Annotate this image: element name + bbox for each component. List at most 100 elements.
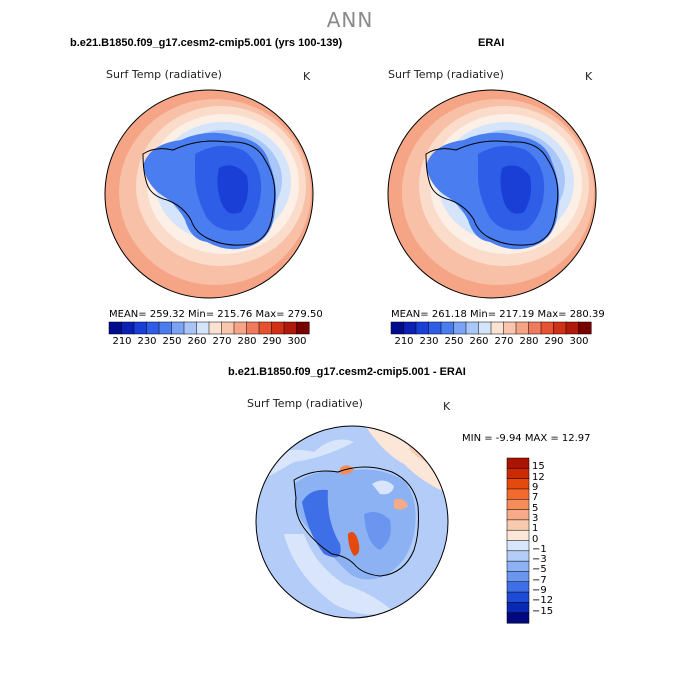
difference-colorbar-swatch bbox=[506, 560, 530, 572]
difference-colorbar-swatch bbox=[506, 509, 530, 521]
left-colorbar-swatch bbox=[233, 321, 248, 335]
right-colorbar-tick-label: 280 bbox=[519, 336, 539, 347]
right-colorbar bbox=[390, 321, 592, 335]
right-colorbar-swatch bbox=[428, 321, 442, 335]
left-colorbar-swatch bbox=[271, 321, 285, 335]
left-colorbar-swatch bbox=[171, 321, 185, 335]
difference-colorbar-tick-label: −12 bbox=[532, 595, 554, 607]
difference-colorbar-tick-label: −9 bbox=[532, 585, 547, 597]
diff-panel-units-label: K bbox=[443, 400, 451, 413]
left-colorbar-tick-label: 210 bbox=[112, 336, 132, 347]
difference-colorbar-swatch bbox=[506, 478, 530, 490]
difference-colorbar-swatch bbox=[506, 550, 530, 562]
difference-colorbar-tick-label: −1 bbox=[532, 543, 547, 555]
diff-panel-case-title: b.e21.B1850.f09_g17.cesm2-cmip5.001 - ER… bbox=[228, 366, 466, 378]
left-colorbar-swatch bbox=[196, 321, 210, 335]
left-colorbar-swatch bbox=[146, 321, 160, 335]
difference-colorbar-tick-label: 15 bbox=[532, 461, 545, 473]
right-colorbar-swatch bbox=[465, 321, 480, 335]
left-colorbar bbox=[108, 321, 310, 335]
right-colorbar-swatch bbox=[565, 321, 580, 335]
difference-colorbar-tick-label: 12 bbox=[532, 471, 545, 483]
left-colorbar-swatch bbox=[221, 321, 235, 335]
right-colorbar-swatch bbox=[403, 321, 417, 335]
difference-colorbar bbox=[506, 457, 530, 624]
difference-colorbar-swatch bbox=[506, 602, 530, 614]
difference-colorbar-swatch bbox=[506, 519, 530, 531]
left-panel-case-title: b.e21.B1850.f09_g17.cesm2-cmip5.001 (yrs… bbox=[70, 37, 343, 49]
difference-colorbar-tick-label: 5 bbox=[532, 502, 539, 514]
right-colorbar-swatch bbox=[478, 321, 492, 335]
left-panel-stats: MEAN= 259.32 Min= 215.76 Max= 279.50 bbox=[109, 309, 323, 320]
left-colorbar-tick-label: 300 bbox=[287, 336, 307, 347]
left-panel-variable-label: Surf Temp (radiative) bbox=[106, 68, 222, 81]
left-colorbar-tick-label: 260 bbox=[187, 336, 207, 347]
left-colorbar-tick-label: 230 bbox=[137, 336, 157, 347]
right-panel-units-label: K bbox=[585, 70, 593, 83]
difference-colorbar-swatch bbox=[506, 529, 530, 542]
right-panel-variable-label: Surf Temp (radiative) bbox=[388, 68, 504, 81]
right-colorbar-swatch bbox=[415, 321, 430, 335]
right-colorbar-swatch bbox=[440, 321, 455, 335]
difference-colorbar-tick-label: 7 bbox=[532, 492, 539, 504]
difference-colorbar-swatch bbox=[506, 612, 530, 624]
left-panel-units-label: K bbox=[303, 70, 311, 83]
difference-colorbar-tick-label: 9 bbox=[532, 481, 539, 493]
difference-colorbar-swatch bbox=[506, 488, 530, 500]
difference-colorbar-tick-label: −3 bbox=[532, 554, 547, 566]
difference-colorbar-tick-label: −15 bbox=[532, 605, 554, 617]
left-colorbar-tick-label: 270 bbox=[212, 336, 232, 347]
right-colorbar-swatch bbox=[540, 321, 555, 335]
right-colorbar-swatch bbox=[490, 321, 505, 335]
left-colorbar-swatch bbox=[121, 321, 135, 335]
difference-colorbar-swatch bbox=[506, 581, 530, 593]
difference-colorbar-tick-label: −7 bbox=[532, 574, 547, 586]
right-colorbar-swatch bbox=[503, 321, 517, 335]
right-colorbar-swatch bbox=[390, 321, 405, 335]
left-colorbar-swatch bbox=[258, 321, 273, 335]
difference-colorbar-swatch bbox=[506, 591, 530, 603]
diff-panel-variable-label: Surf Temp (radiative) bbox=[247, 397, 363, 410]
right-panel-case-title: ERAI bbox=[478, 37, 505, 49]
left-colorbar-tick-label: 280 bbox=[237, 336, 257, 347]
difference-colorbar-tick-label: 1 bbox=[532, 523, 539, 535]
right-colorbar-tick-label: 210 bbox=[394, 336, 414, 347]
difference-antarctic-map bbox=[255, 425, 449, 619]
left-colorbar-ticks: 210 230 250 260 270 280 290 300 bbox=[109, 336, 309, 350]
left-colorbar-swatch bbox=[296, 321, 310, 335]
difference-colorbar-tick-label: 0 bbox=[532, 533, 539, 545]
right-colorbar-swatch bbox=[553, 321, 567, 335]
right-colorbar-tick-label: 290 bbox=[544, 336, 564, 347]
right-colorbar-swatch bbox=[515, 321, 530, 335]
right-colorbar-tick-label: 270 bbox=[494, 336, 514, 347]
right-colorbar-tick-label: 230 bbox=[419, 336, 439, 347]
right-colorbar-ticks: 210 230 250 260 270 280 290 300 bbox=[391, 336, 591, 350]
difference-colorbar-swatch bbox=[506, 540, 530, 552]
figure-title: ANN bbox=[326, 8, 374, 32]
difference-colorbar-swatch bbox=[506, 499, 530, 511]
right-colorbar-tick-label: 260 bbox=[469, 336, 489, 347]
difference-colorbar-ticks: 15 12 9 7 5 3 1 0 −1 −3 −5 −7 −9 −12 −15 bbox=[532, 458, 572, 623]
left-colorbar-tick-label: 250 bbox=[162, 336, 182, 347]
right-colorbar-tick-label: 250 bbox=[444, 336, 464, 347]
left-colorbar-swatch bbox=[208, 321, 223, 335]
difference-colorbar-swatch bbox=[506, 468, 530, 480]
right-colorbar-swatch bbox=[578, 321, 592, 335]
right-colorbar-swatch bbox=[453, 321, 467, 335]
left-colorbar-swatch bbox=[246, 321, 260, 335]
left-colorbar-swatch bbox=[133, 321, 148, 335]
left-colorbar-swatch bbox=[158, 321, 173, 335]
left-colorbar-swatch bbox=[283, 321, 298, 335]
diff-panel-stats: MIN = -9.94 MAX = 12.97 bbox=[462, 433, 591, 444]
right-antarctic-temperature-map bbox=[387, 89, 597, 299]
right-colorbar-swatch bbox=[528, 321, 542, 335]
difference-colorbar-swatch bbox=[506, 571, 530, 583]
left-colorbar-swatch bbox=[183, 321, 198, 335]
difference-colorbar-tick-label: −5 bbox=[532, 564, 547, 576]
right-colorbar-tick-label: 300 bbox=[569, 336, 589, 347]
left-colorbar-tick-label: 290 bbox=[262, 336, 282, 347]
left-colorbar-swatch bbox=[108, 321, 123, 335]
right-panel-stats: MEAN= 261.18 Min= 217.19 Max= 280.39 bbox=[391, 309, 605, 320]
difference-colorbar-tick-label: 3 bbox=[532, 512, 539, 524]
left-antarctic-temperature-map bbox=[104, 89, 314, 299]
